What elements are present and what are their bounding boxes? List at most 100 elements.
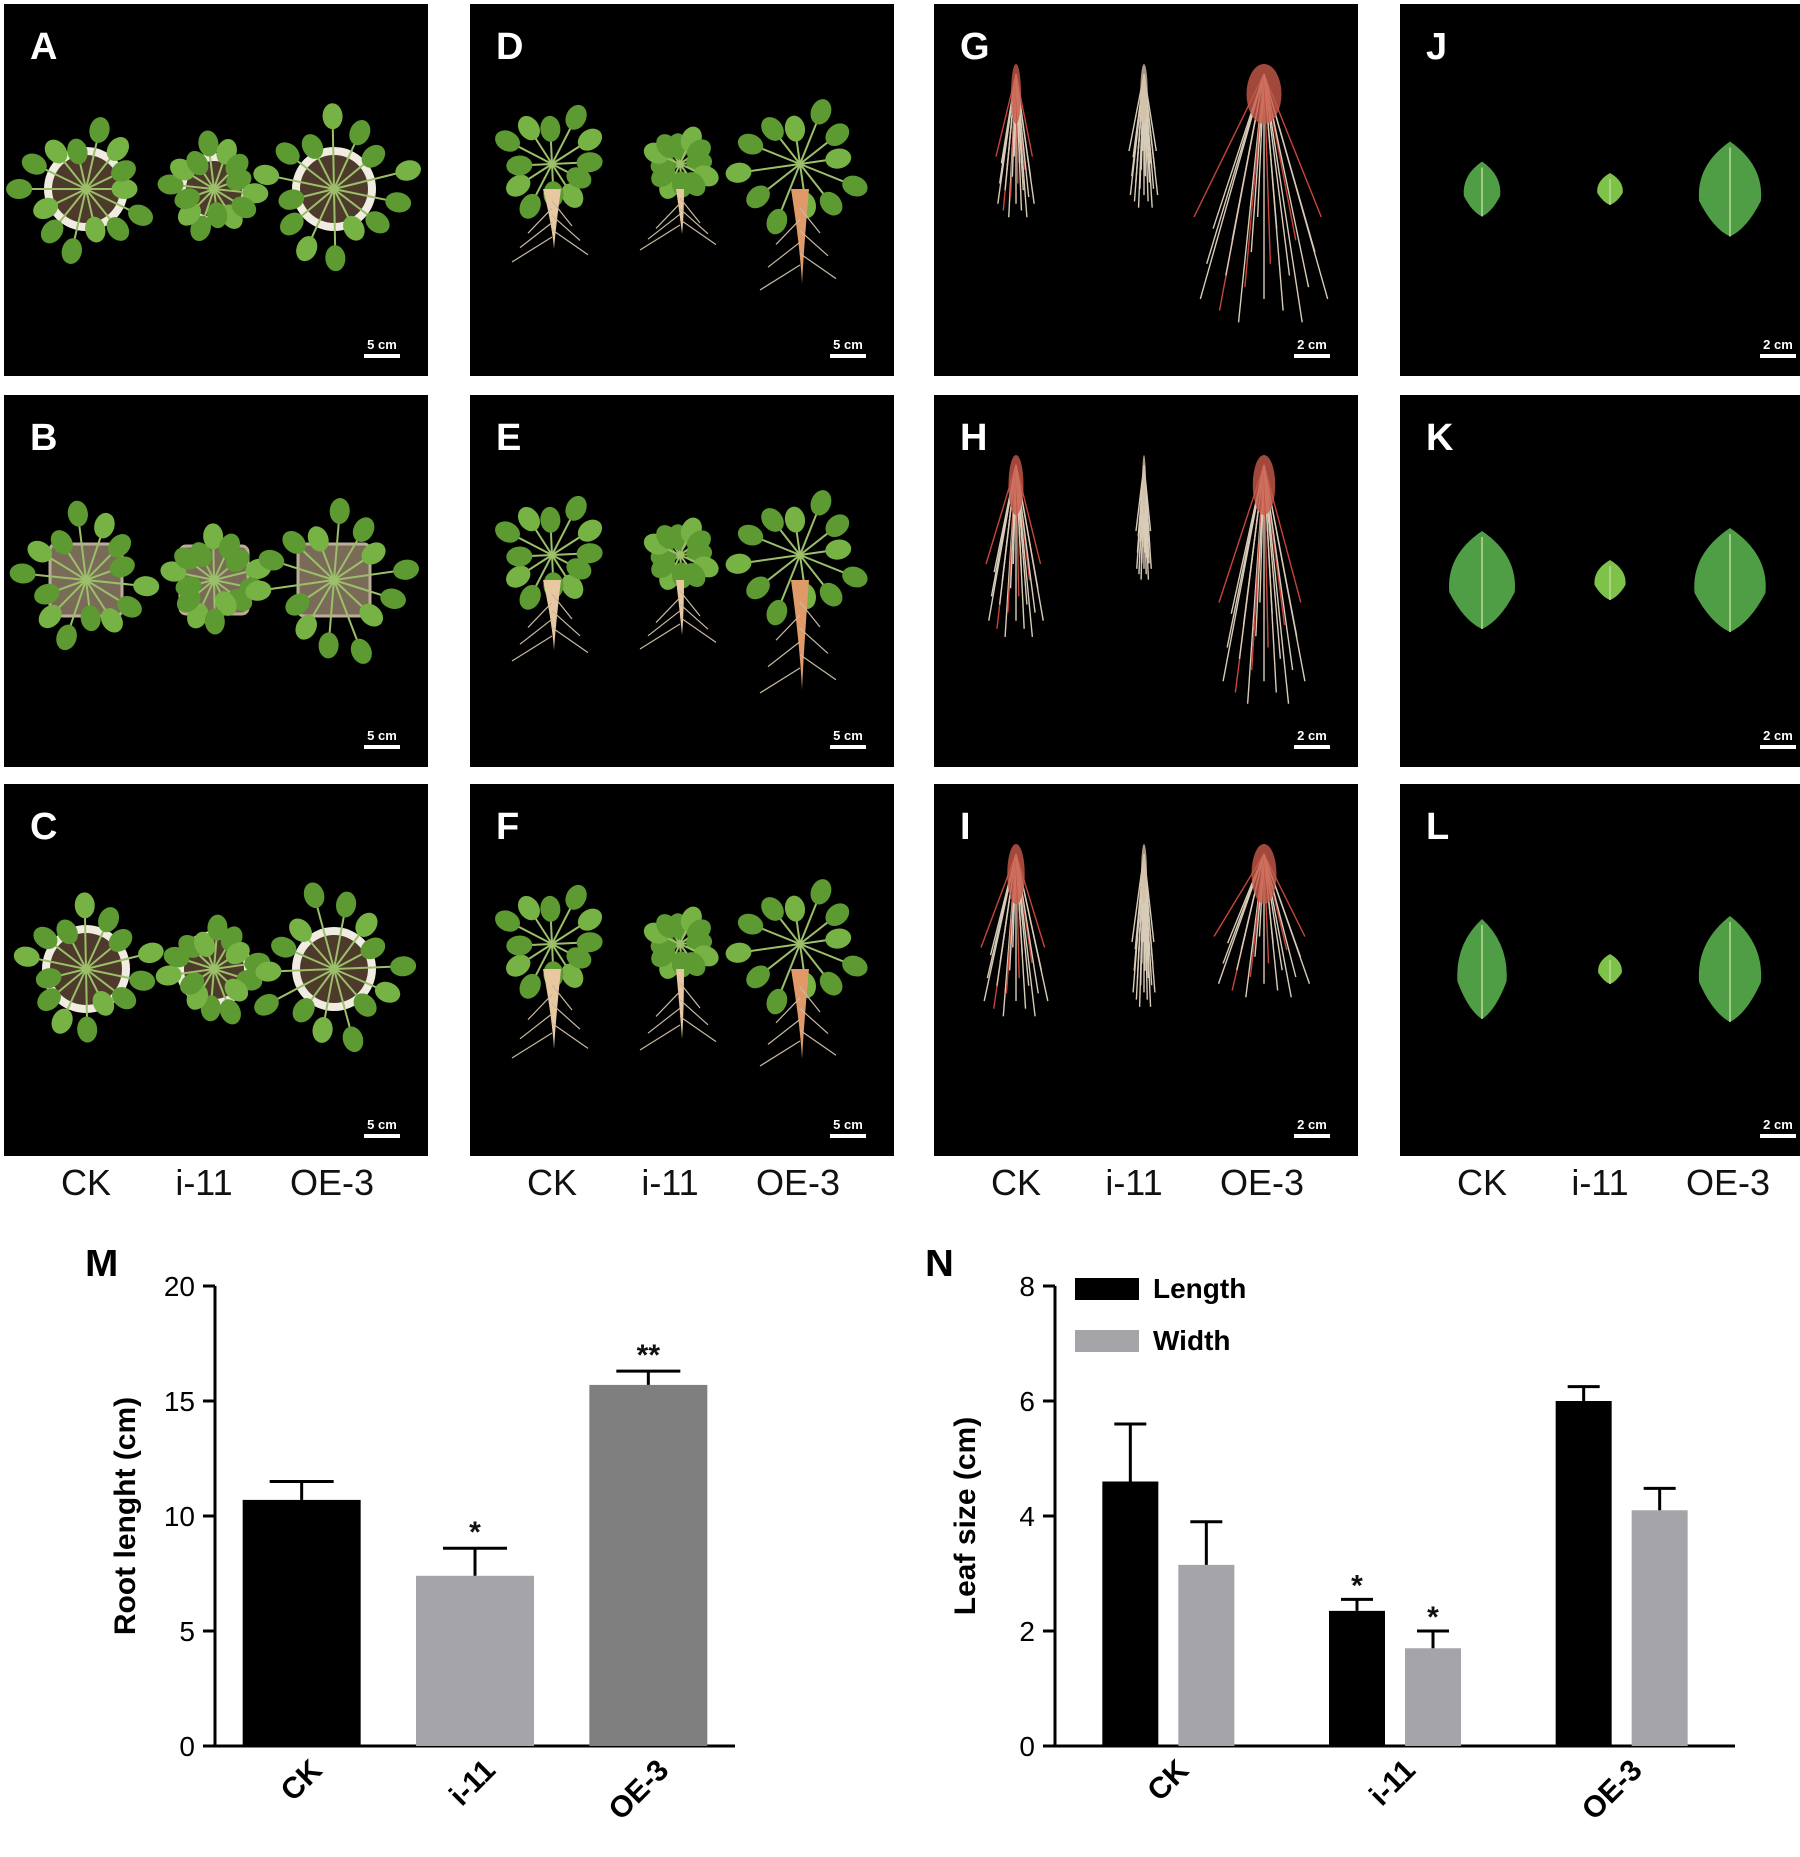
scale-bar-label: 5 cm <box>833 337 863 352</box>
photo-panel-b: B 5 cm <box>4 395 428 767</box>
scale-bar: 2 cm <box>1292 337 1332 358</box>
panel-label: B <box>30 417 58 459</box>
scale-bar-line <box>1760 1134 1796 1138</box>
group-label: OE-3 <box>1219 1162 1305 1203</box>
scale-bar: 2 cm <box>1758 1117 1798 1138</box>
bar-i-11 <box>416 1575 534 1746</box>
photo-panel-i: I 2 cm <box>934 784 1358 1156</box>
scale-bar: 2 cm <box>1758 728 1798 749</box>
legend-swatch <box>1075 1330 1139 1352</box>
significance-marker: * <box>1351 1569 1363 1602</box>
root-length-chart-svg: 0 5 10 15 20 Root lenght (cm) M CK * i-11 ** OE-3 <box>85 1241 735 1827</box>
photo-panel-g: G 2 cm <box>934 4 1358 376</box>
bar-length-oe-3 <box>1555 1401 1612 1746</box>
scale-bar-label: 5 cm <box>833 1117 863 1132</box>
chart-leaf-size: 0 2 4 6 8 Leaf size (cm) N CK * * i-11 OE-3 Length Wi… <box>900 1241 1780 1850</box>
significance-marker: ** <box>637 1339 661 1372</box>
significance-marker: * <box>469 1516 481 1549</box>
scale-bar-line <box>1760 354 1796 358</box>
panel-label: E <box>496 417 522 459</box>
plant-photo <box>13 882 417 1053</box>
legend-label: Length <box>1153 1273 1246 1304</box>
photo-panel-f: F 5 cm <box>470 784 894 1156</box>
y-tick-label: 4 <box>1019 1501 1035 1532</box>
panel-label: F <box>496 806 520 848</box>
y-tick-label: 6 <box>1019 1386 1035 1417</box>
x-tick-label: CK <box>275 1753 329 1807</box>
plant-photo <box>1463 141 1762 237</box>
plant-photo <box>495 490 868 694</box>
group-label: OE-3 <box>289 1162 375 1203</box>
legend-swatch <box>1075 1278 1139 1300</box>
plant-photo <box>995 64 1329 323</box>
scale-bar-label: 2 cm <box>1763 337 1793 352</box>
chart-root-length: 0 5 10 15 20 Root lenght (cm) M CK * i-11 ** OE-3 <box>40 1241 760 1850</box>
scale-bar: 5 cm <box>828 1117 868 1138</box>
plant-photo <box>980 844 1311 1017</box>
y-tick-label: 0 <box>179 1731 195 1762</box>
chart-panel-label: M <box>85 1250 118 1285</box>
photo-panel-d: D 5 cm <box>470 4 894 376</box>
y-axis-label: Root lenght (cm) <box>109 1397 142 1635</box>
plant-photo <box>985 455 1306 704</box>
panel-label: J <box>1426 26 1448 68</box>
panel-label: D <box>496 26 524 68</box>
scale-bar-label: 2 cm <box>1297 728 1327 743</box>
panel-label: K <box>1426 417 1454 459</box>
legend-label: Width <box>1153 1325 1231 1356</box>
scale-bar-line <box>1760 745 1796 749</box>
group-label: OE-3 <box>1685 1162 1771 1203</box>
scale-bar-line <box>1294 745 1330 749</box>
panel-label: G <box>960 26 990 68</box>
y-axis-label: Leaf size (cm) <box>949 1417 982 1615</box>
plant-photo <box>9 498 419 664</box>
scale-bar-label: 2 cm <box>1763 728 1793 743</box>
y-tick-label: 0 <box>1019 1731 1035 1762</box>
scale-bar: 5 cm <box>828 728 868 749</box>
bar-ck <box>242 1499 361 1746</box>
scale-bar: 2 cm <box>1292 1117 1332 1138</box>
bar-oe-3 <box>589 1384 708 1746</box>
group-label: CK <box>526 1162 578 1203</box>
photo-panel-h: H 2 cm <box>934 395 1358 767</box>
group-label: i-11 <box>1571 1162 1629 1203</box>
plant-photo <box>1457 916 1762 1022</box>
photo-panel-a: A 5 cm <box>4 4 428 376</box>
group-label: i-11 <box>1105 1162 1163 1203</box>
group-label: CK <box>1456 1162 1508 1203</box>
scale-bar-line <box>364 354 400 358</box>
scale-bar: 5 cm <box>362 1117 402 1138</box>
significance-marker: * <box>1427 1601 1439 1634</box>
photo-panel-l: L 2 cm <box>1400 784 1800 1156</box>
group-label: i-11 <box>641 1162 699 1203</box>
scale-bar-label: 5 cm <box>367 728 397 743</box>
x-tick-label: OE-3 <box>602 1754 675 1827</box>
x-tick-label: i-11 <box>1363 1754 1422 1813</box>
scale-bar-line <box>364 745 400 749</box>
scale-bar-label: 5 cm <box>833 728 863 743</box>
scale-bar-line <box>830 1134 866 1138</box>
group-label: i-11 <box>175 1162 233 1203</box>
scale-bar-line <box>364 1134 400 1138</box>
group-label: OE-3 <box>755 1162 841 1203</box>
chart-panel-label: N <box>925 1250 954 1285</box>
x-tick-label: i-11 <box>443 1754 502 1813</box>
bar-width-oe-3 <box>1631 1510 1688 1746</box>
scale-bar-line <box>1294 1134 1330 1138</box>
y-tick-label: 2 <box>1019 1616 1035 1647</box>
x-tick-label: CK <box>1141 1753 1195 1807</box>
y-tick-label: 20 <box>164 1271 195 1302</box>
scale-bar-label: 5 cm <box>367 1117 397 1132</box>
panel-label: I <box>960 806 971 848</box>
panel-label: H <box>960 417 988 459</box>
scale-bar: 5 cm <box>362 728 402 749</box>
scale-bar: 5 cm <box>362 337 402 358</box>
plant-photo <box>6 103 421 272</box>
group-label: CK <box>990 1162 1042 1203</box>
y-tick-label: 8 <box>1019 1271 1035 1302</box>
scale-bar-line <box>1294 354 1330 358</box>
scale-bar-label: 2 cm <box>1297 1117 1327 1132</box>
photo-panel-k: K 2 cm <box>1400 395 1800 767</box>
y-tick-label: 10 <box>164 1501 195 1532</box>
panel-label: A <box>30 26 58 68</box>
